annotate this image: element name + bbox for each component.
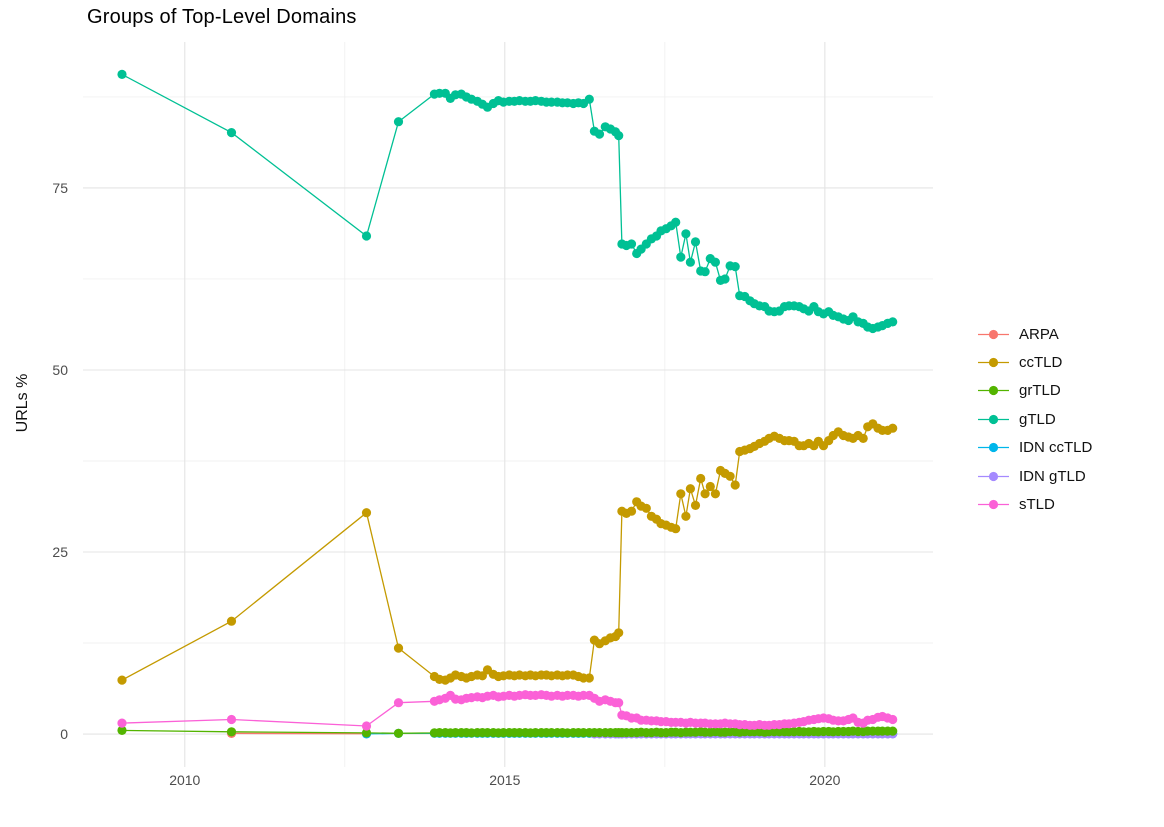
- legend-label: ARPA: [1019, 325, 1059, 343]
- data-point-stld: [888, 714, 898, 725]
- data-point-cctld: [641, 503, 651, 513]
- legend-key-icon: [978, 471, 1009, 481]
- data-point-gtld: [681, 229, 691, 239]
- series-cctld: [117, 419, 898, 685]
- x-tick-label: 2020: [809, 772, 840, 788]
- series-grtld: [117, 725, 898, 738]
- series-arpa: [226, 728, 372, 739]
- data-point-gtld: [594, 129, 605, 139]
- data-point-cctld: [393, 643, 404, 653]
- data-point-cctld: [858, 433, 868, 443]
- data-point-cctld: [117, 675, 127, 685]
- data-point-cctld: [700, 489, 710, 499]
- data-point-gtld: [690, 237, 701, 247]
- legend-label: ccTLD: [1019, 354, 1063, 372]
- data-point-cctld: [705, 481, 715, 492]
- data-point-gtld: [676, 252, 686, 262]
- data-point-cctld: [888, 423, 898, 433]
- data-point-cctld: [361, 508, 372, 518]
- data-point-cctld: [584, 673, 594, 683]
- data-point-gtld: [226, 128, 237, 138]
- data-point-grtld: [361, 728, 372, 738]
- data-point-grtld: [393, 728, 404, 738]
- data-point-stld: [614, 698, 624, 708]
- legend-label: IDN gTLD: [1019, 467, 1086, 485]
- legend-key-icon: [978, 357, 1009, 368]
- data-point-gtld: [710, 257, 721, 267]
- data-point-gtld: [626, 239, 637, 249]
- chart-title: Groups of Top-Level Domains: [87, 6, 357, 28]
- data-point-cctld: [710, 489, 721, 499]
- data-point-grtld: [117, 725, 127, 736]
- data-point-cctld: [725, 471, 735, 481]
- data-point-cctld: [685, 484, 696, 494]
- data-point-cctld: [690, 500, 701, 510]
- series-gtld: [117, 69, 898, 334]
- data-point-gtld: [700, 267, 710, 277]
- data-point-gtld: [671, 217, 681, 227]
- data-point-gtld: [361, 231, 372, 241]
- y-axis-title: URLs %: [14, 373, 31, 433]
- data-point-cctld: [681, 511, 691, 521]
- legend-label: gTLD: [1019, 410, 1056, 428]
- data-point-gtld: [614, 131, 624, 141]
- legend: ARPA ccTLD grTLD gTLD IDN ccTLD IDN gTLD sTLD: [977, 320, 1092, 519]
- legend-key-icon: [978, 443, 1009, 453]
- legend-item-grtld: grTLD: [977, 377, 1092, 405]
- legend-item-idn-gtld: IDN gTLD: [977, 462, 1092, 490]
- data-point-cctld: [671, 524, 681, 534]
- y-tick-label: 0: [60, 726, 68, 742]
- x-tick-label: 2015: [489, 772, 520, 788]
- y-tick-label: 25: [52, 544, 68, 560]
- line-gtld: [121, 73, 893, 330]
- series-stld: [117, 690, 898, 731]
- data-point-stld: [117, 718, 127, 728]
- legend-key-icon: [978, 414, 1009, 424]
- legend-label: IDN ccTLD: [1019, 439, 1093, 457]
- data-point-grtld: [226, 727, 237, 737]
- legend-item-idn-cctld: IDN ccTLD: [977, 434, 1092, 462]
- legend-label: sTLD: [1019, 496, 1055, 514]
- data-point-gtld: [888, 317, 898, 327]
- legend-item-cctld: ccTLD: [977, 348, 1092, 376]
- legend-item-stld: sTLD: [977, 490, 1092, 518]
- data-point-cctld: [696, 473, 706, 484]
- data-point-gtld: [393, 117, 404, 127]
- data-point-cctld: [676, 489, 686, 499]
- data-point-stld: [393, 698, 404, 708]
- data-point-gtld: [720, 274, 730, 284]
- data-point-gtld: [730, 262, 740, 272]
- legend-item-arpa: ARPA: [977, 320, 1092, 348]
- data-point-grtld: [888, 726, 898, 736]
- legend-item-gtld: gTLD: [977, 405, 1092, 433]
- legend-key-icon: [978, 499, 1009, 510]
- y-tick-label: 75: [52, 180, 68, 196]
- legend-key-icon: [978, 329, 1009, 339]
- data-point-cctld: [730, 480, 740, 490]
- data-point-cctld: [626, 506, 637, 516]
- data-point-cctld: [226, 616, 237, 626]
- legend-key-icon: [978, 386, 1009, 396]
- legend-label: grTLD: [1019, 382, 1061, 400]
- y-tick-label: 50: [52, 362, 68, 378]
- x-tick-label: 2010: [169, 772, 200, 788]
- data-point-stld: [226, 714, 237, 725]
- data-point-gtld: [117, 69, 127, 79]
- data-point-gtld: [584, 94, 594, 104]
- data-point-stld: [361, 721, 372, 731]
- data-point-gtld: [685, 257, 696, 267]
- data-point-cctld: [614, 628, 624, 638]
